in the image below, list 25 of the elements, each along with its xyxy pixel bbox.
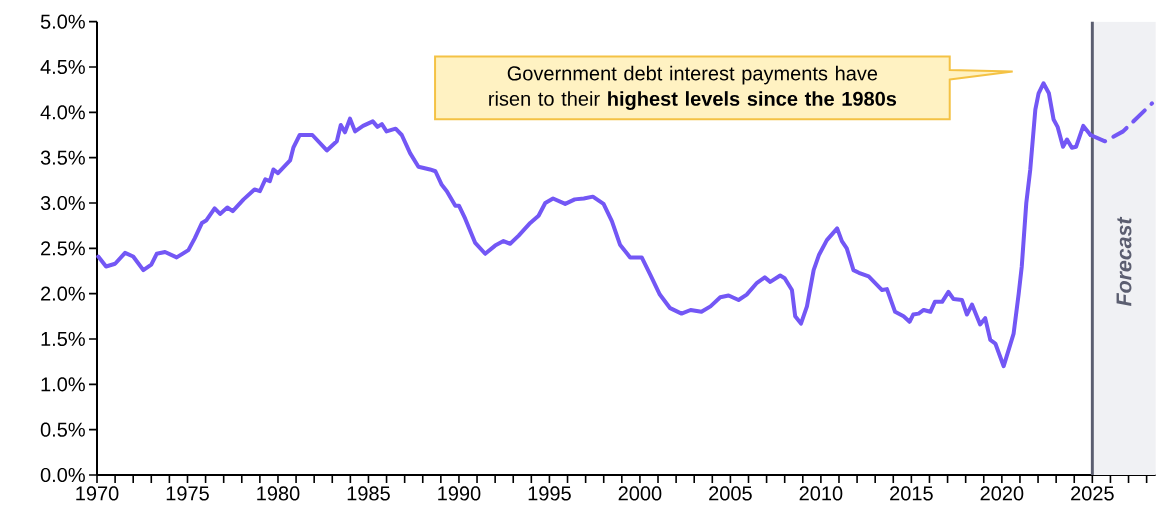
y-tick-label: 1.5% <box>41 331 85 347</box>
x-tick-label: 1990 <box>438 486 481 501</box>
y-tick-label: 3.5% <box>40 150 85 165</box>
y-tick-label: 0.5% <box>40 422 85 437</box>
x-tick-label: 2010 <box>799 486 843 501</box>
x-tick-label: 1970 <box>76 486 119 501</box>
band-label: Forecast <box>1116 216 1132 307</box>
y-tick-label: 2.5% <box>41 241 85 256</box>
y-tick-label: 2.0% <box>41 286 85 301</box>
x-tick-label: 2005 <box>709 486 752 501</box>
y-tick-label: 4.0% <box>40 105 85 120</box>
y-tick-label: 4.5% <box>40 59 85 75</box>
x-tick-label: 1995 <box>528 486 571 501</box>
x-tick-label: 1985 <box>347 486 390 501</box>
annotation: Government debt interest payments have risen to their highest levels since the 1980s <box>489 65 897 110</box>
x-tick-label: 2020 <box>980 486 1024 501</box>
y-tick-label: 1.0% <box>41 377 85 392</box>
y-tick-label: 5.0% <box>40 14 85 29</box>
x-tick-label: 1980 <box>257 486 300 501</box>
x-tick-label: 1975 <box>166 486 209 501</box>
y-tick-label: 3.0% <box>40 195 85 211</box>
x-tick-label: 2000 <box>618 486 662 501</box>
x-tick-label: 2025 <box>1071 486 1114 501</box>
x-tick-label: 2015 <box>890 486 933 501</box>
y-tick-label: 0.0% <box>40 467 85 483</box>
